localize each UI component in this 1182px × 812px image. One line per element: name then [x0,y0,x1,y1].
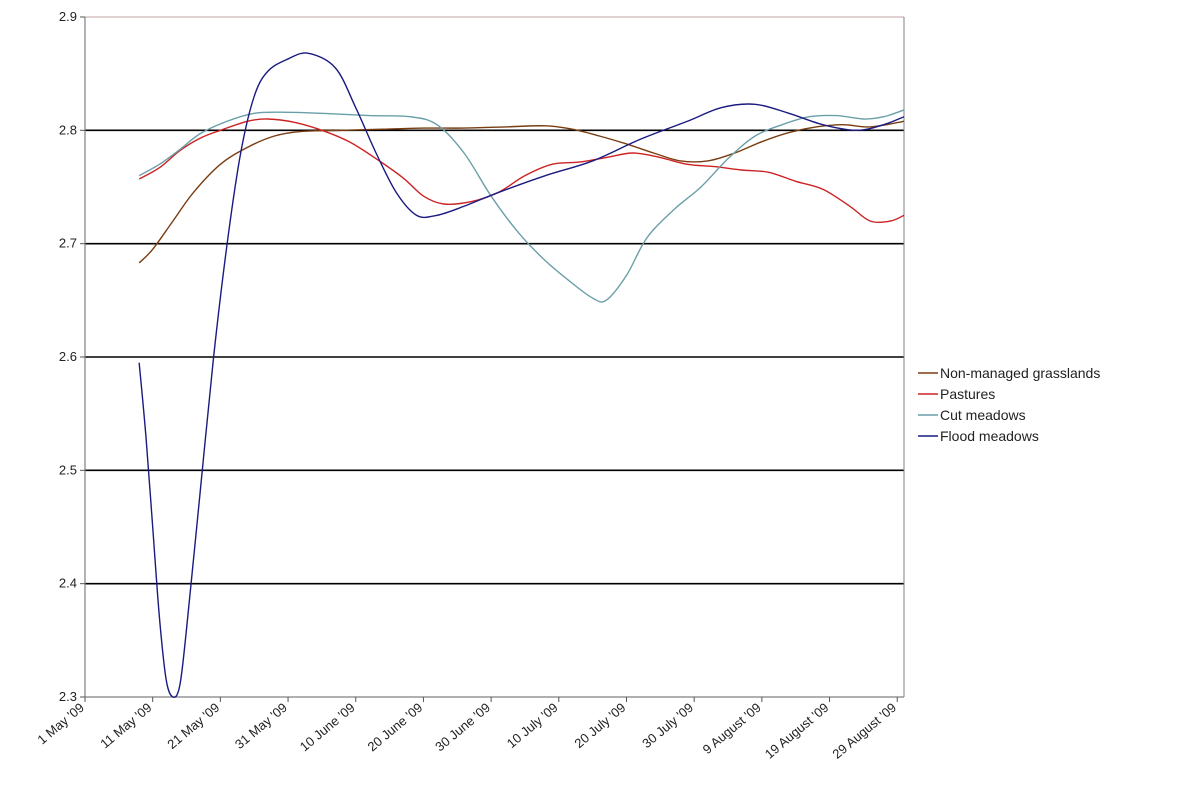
x-tick-label: 20 June '09 [365,700,426,754]
series-line-non-managed-grasslands [138,120,905,264]
x-tick-label: 1 May '09 [34,700,87,747]
x-tick-label: 10 June '09 [297,700,358,754]
y-tick-label: 2.7 [59,236,77,251]
series-line-flood-meadows [138,52,905,698]
y-tick-label: 2.8 [59,122,77,137]
legend-label-non-managed-grasslands: Non-managed grasslands [940,365,1100,381]
x-tick-label: 31 May '09 [232,700,290,752]
x-tick-label: 29 August '09 [829,700,899,762]
gridlines [85,129,904,585]
legend-label-cut-meadows: Cut meadows [940,407,1026,423]
y-tick-label: 2.9 [59,9,77,24]
series-line-cut-meadows [138,109,905,303]
legend: Non-managed grasslands Pastures Cut meadow… [918,365,1100,444]
series-line-pastures [138,118,905,224]
x-tick-label: 30 July '09 [639,700,696,751]
x-tick-label: 19 August '09 [762,700,832,762]
y-tick-labels: 2.3 2.4 2.5 2.6 2.7 2.8 2.9 [59,9,77,704]
y-tick-label: 2.5 [59,462,77,477]
x-tick-labels: 1 May '09 11 May '09 21 May '09 31 May '09 1… [34,700,899,762]
legend-label-flood-meadows: Flood meadows [940,428,1039,444]
x-tick-label: 10 July '09 [504,700,561,751]
y-tick-label: 2.6 [59,349,77,364]
x-tick-label: 11 May '09 [97,700,154,751]
axes [80,16,905,702]
y-tick-label: 2.3 [59,689,77,704]
x-tick-label: 21 May '09 [164,700,222,752]
x-tick-label: 20 July '09 [571,700,628,751]
x-tick-label: 9 August '09 [700,700,764,757]
series-lines [138,52,905,698]
y-tick-label: 2.4 [59,576,77,591]
legend-label-pastures: Pastures [940,386,995,402]
x-tick-label: 30 June '09 [432,700,493,754]
